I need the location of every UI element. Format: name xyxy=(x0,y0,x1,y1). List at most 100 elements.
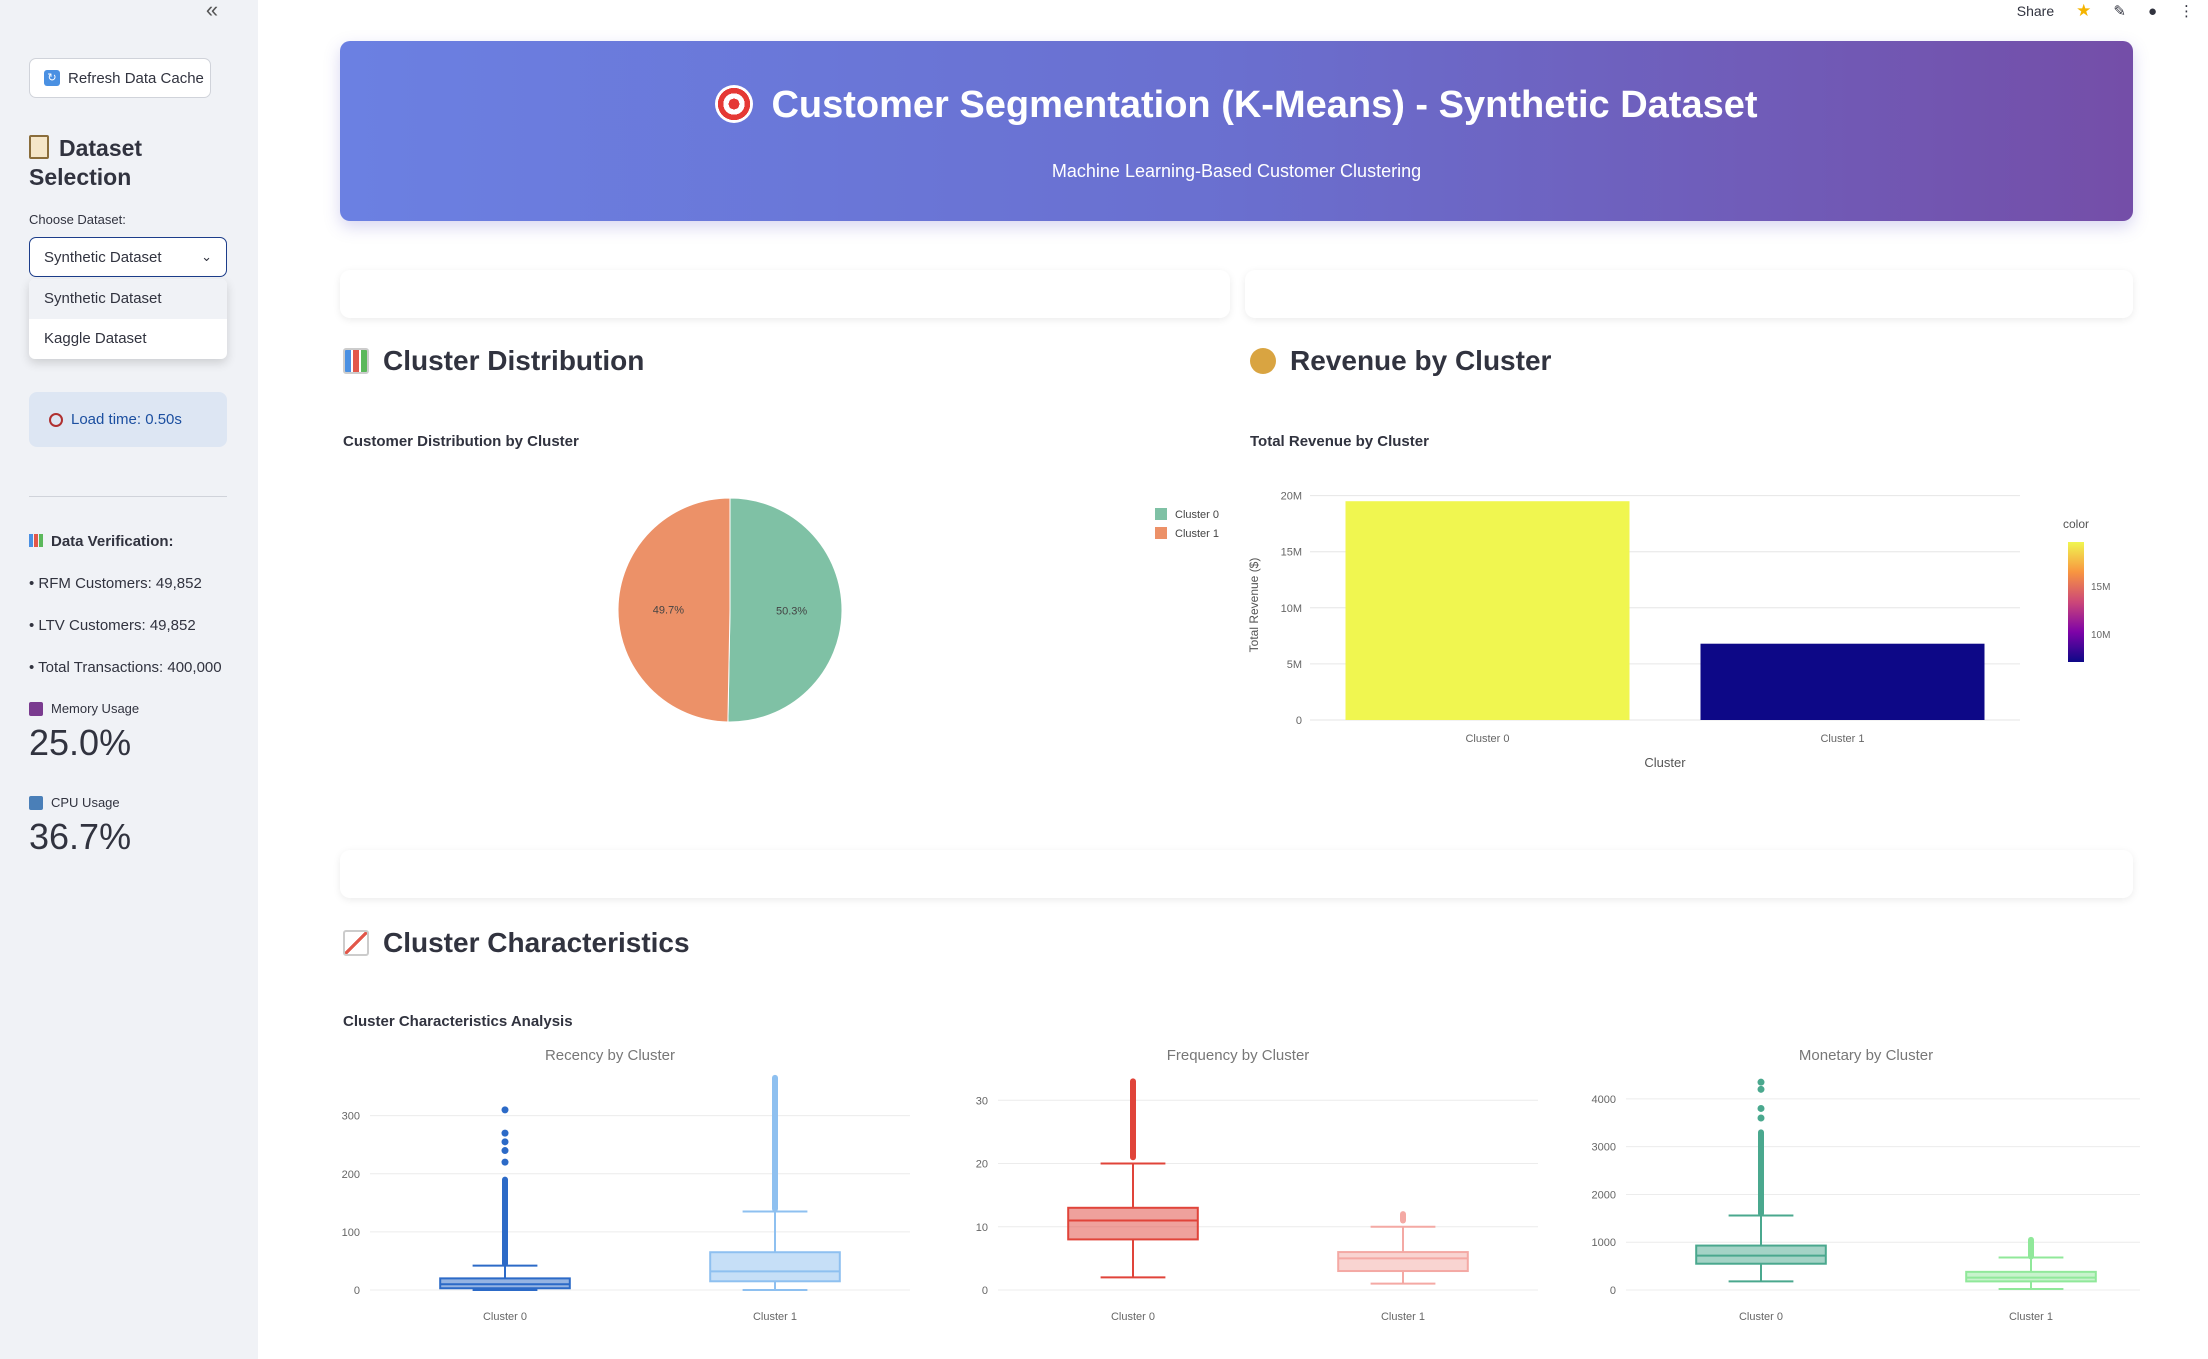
empty-card-wide xyxy=(340,850,2133,898)
revenue-by-cluster-heading: Revenue by Cluster xyxy=(1250,345,1551,377)
github-icon[interactable]: ● xyxy=(2147,2,2157,20)
boxplot-2-ytick-4: 4000 xyxy=(1592,1094,1616,1106)
colorbar-title: color xyxy=(2063,517,2089,531)
page-subtitle: Machine Learning-Based Customer Clusteri… xyxy=(1051,161,1422,181)
bar-ytick-0: 0 xyxy=(1296,715,1302,727)
boxplot-0-ytick-3: 300 xyxy=(342,1111,360,1123)
boxplot-2-cluster-0-outlier-1 xyxy=(1757,1104,1765,1112)
box-chart-title: Cluster Characteristics Analysis xyxy=(343,1013,573,1030)
cluster-characteristics-heading: Cluster Characteristics xyxy=(343,927,690,959)
colorbar xyxy=(2068,542,2084,662)
empty-card-right xyxy=(1245,270,2133,318)
money-bag-icon xyxy=(1250,348,1276,374)
bar-ylabel: Total Revenue ($) xyxy=(1247,558,1261,653)
boxplot-1-cluster-0-box xyxy=(1067,1206,1199,1241)
bar-xlabel: Cluster xyxy=(1644,755,1686,770)
load-time-text: Load time: 0.50s xyxy=(71,411,182,428)
boxplot-0-ytick-0: 0 xyxy=(354,1285,360,1297)
boxplot-0-cluster-0-outlier-0 xyxy=(501,1158,509,1166)
refresh-icon: ↻ xyxy=(44,70,60,86)
data-verification-title: Data Verification: xyxy=(29,533,174,550)
cpu-usage-label: CPU Usage xyxy=(29,795,120,810)
clipboard-icon xyxy=(29,135,49,159)
bar-ytick-1: 5M xyxy=(1287,659,1302,671)
boxplot-0-cluster-0-outlier-2 xyxy=(501,1138,509,1146)
boxplot-0-ytick-1: 100 xyxy=(342,1227,360,1239)
star-icon[interactable]: ★ xyxy=(2076,1,2092,20)
boxplot-2-ytick-3: 3000 xyxy=(1592,1142,1616,1154)
boxplot-0-cluster-0-outlier-1 xyxy=(501,1147,509,1155)
colorbar-tick-0: 15M xyxy=(2091,582,2110,593)
header-banner: Customer Segmentation (K-Means) - Synthe… xyxy=(340,41,2133,221)
bar-chart-icon xyxy=(29,534,43,547)
legend-swatch-1 xyxy=(1155,527,1167,539)
trending-chart-icon xyxy=(343,930,369,956)
boxplot-0-xtick-1: Cluster 1 xyxy=(753,1311,797,1323)
boxplot-0-ytick-2: 200 xyxy=(342,1169,360,1181)
boxplot-2-ytick-0: 0 xyxy=(1610,1285,1616,1297)
boxplot-title-0: Recency by Cluster xyxy=(545,1047,675,1064)
legend-swatch-0 xyxy=(1155,508,1167,520)
bar-1 xyxy=(1700,643,1985,720)
chevron-down-icon: ⌄ xyxy=(201,249,212,264)
choose-dataset-label: Choose Dataset: xyxy=(29,212,126,227)
memory-usage-label: Memory Usage xyxy=(29,701,139,716)
bar-ytick-3: 15M xyxy=(1281,547,1302,559)
dataset-option-kaggle[interactable]: Kaggle Dataset xyxy=(44,330,147,347)
legend-label-1: Cluster 1 xyxy=(1175,528,1219,540)
boxplot-1-ytick-2: 20 xyxy=(976,1159,988,1171)
bar-ytick-2: 10M xyxy=(1281,603,1302,615)
boxplot-2-ytick-1: 1000 xyxy=(1592,1237,1616,1249)
boxplot-0-xtick-0: Cluster 0 xyxy=(483,1311,527,1323)
customer-distribution-pie-chart: 50.3% 49.7% Cluster 0 Cluster 1 xyxy=(617,497,1219,723)
boxplot-1-xtick-1: Cluster 1 xyxy=(1381,1311,1425,1323)
bar-xtick-1: Cluster 1 xyxy=(1820,733,1864,745)
boxplot-title-2: Monetary by Cluster xyxy=(1799,1047,1933,1064)
pie-slice-0 xyxy=(727,497,843,723)
dataset-option-synthetic[interactable]: Synthetic Dataset xyxy=(29,279,227,319)
refresh-data-cache-button[interactable]: ↻ Refresh Data Cache xyxy=(29,58,211,98)
boxplot-1-cluster-1-box xyxy=(1337,1251,1469,1273)
boxplot-2-xtick-0: Cluster 0 xyxy=(1739,1311,1783,1323)
sidebar: « ↻ Refresh Data Cache Dataset Selection… xyxy=(0,0,258,1359)
dataset-select[interactable]: Synthetic Dataset ⌄ xyxy=(29,237,227,277)
boxplot-2-cluster-0-outlier-0 xyxy=(1757,1114,1765,1122)
cluster-distribution-heading: Cluster Distribution xyxy=(343,345,644,377)
boxplot-title-1: Frequency by Cluster xyxy=(1167,1047,1310,1064)
verification-ltv-customers: • LTV Customers: 49,852 xyxy=(29,617,196,634)
colorbar-tick-1: 10M xyxy=(2091,630,2110,641)
top-toolbar: Share ★ ✎ ● ⋮ xyxy=(2017,0,2194,22)
target-icon xyxy=(715,85,754,123)
boxplot-0-cluster-0-outlier-3 xyxy=(501,1129,509,1137)
more-menu-icon[interactable]: ⋮ xyxy=(2179,3,2194,20)
refresh-button-label: Refresh Data Cache xyxy=(68,69,204,87)
total-revenue-bar-chart: 0 5M 10M 15M 20M Cluster 0 Cluster 1 Cluster Tot… xyxy=(1247,491,2110,770)
monitor-icon xyxy=(29,795,43,810)
pie-slice-label-1: 49.7% xyxy=(653,604,684,616)
boxplot-2-cluster-0-outlier-2 xyxy=(1757,1085,1765,1093)
dataset-dropdown-menu: Synthetic Dataset Kaggle Dataset xyxy=(29,279,227,359)
share-button[interactable]: Share xyxy=(2016,3,2055,19)
empty-card-left xyxy=(340,270,1230,318)
verification-rfm-customers: • RFM Customers: 49,852 xyxy=(29,575,202,592)
boxplot-1-xtick-0: Cluster 0 xyxy=(1111,1311,1155,1323)
boxplot-1-ytick-0: 0 xyxy=(982,1285,988,1297)
sidebar-divider xyxy=(29,496,227,497)
pie-slice-1 xyxy=(617,497,731,723)
boxplot-2-cluster-0-outlier-3 xyxy=(1757,1078,1765,1086)
boxplot-2-ytick-2: 2000 xyxy=(1592,1189,1616,1201)
bar-xtick-0: Cluster 0 xyxy=(1465,733,1509,745)
collapse-sidebar-icon[interactable]: « xyxy=(205,0,219,22)
boxplot-2-xtick-1: Cluster 1 xyxy=(2009,1311,2053,1323)
pie-slice-label-0: 50.3% xyxy=(776,606,807,618)
pie-chart-title: Customer Distribution by Cluster xyxy=(343,433,579,450)
bar-chart-title: Total Revenue by Cluster xyxy=(1250,433,1429,450)
boxplot-1-ytick-1: 10 xyxy=(976,1222,988,1234)
edit-pencil-icon[interactable]: ✎ xyxy=(2113,3,2126,20)
floppy-disk-icon xyxy=(29,701,43,716)
page-title: Customer Segmentation (K-Means) - Synthe… xyxy=(340,84,2133,127)
memory-usage-value: 25.0% xyxy=(29,722,132,763)
boxplot-1-ytick-3: 30 xyxy=(976,1095,988,1107)
verification-total-transactions: • Total Transactions: 400,000 xyxy=(29,659,222,676)
